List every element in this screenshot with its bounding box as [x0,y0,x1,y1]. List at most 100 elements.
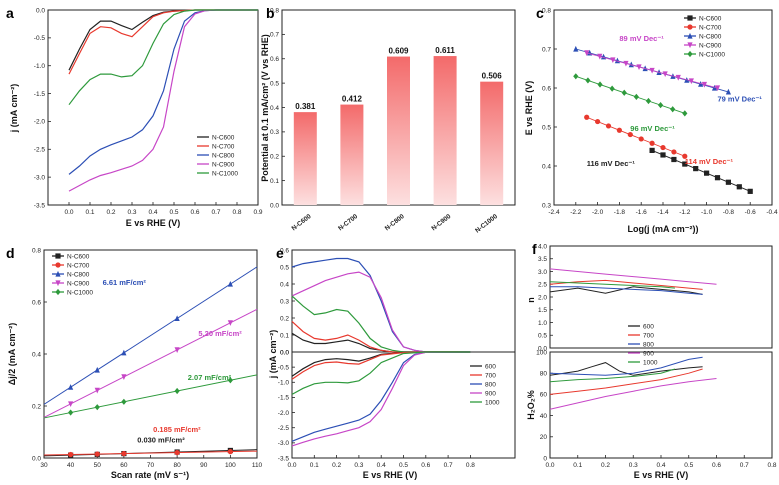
panel-a-y-tick-label: -2.0 [34,119,46,126]
panel-a-legend-label: N-C900 [212,161,235,168]
panel-a-x-tick-label: 0.6 [190,209,199,216]
panel-e-x-tick-label: 0.7 [444,462,453,469]
panel-c-y-tick-label: 0.8 [542,7,551,14]
panel-a-legend-label: N-C1000 [212,170,238,177]
panel-c-legend-marker [687,50,693,58]
panel-c-point-N-C1000 [621,89,627,96]
panel-f-bottom-series-700 [549,368,703,395]
panel-a-x-tick-label: 0.0 [64,209,73,216]
panel-d-legend-label: N-C1000 [67,289,93,296]
panel-f-x-tick-label: 0.7 [740,462,749,469]
panel-f-top-series-600 [549,286,703,295]
panel-c-x-tick-label: -1.2 [679,209,691,216]
panel-c-legend-marker [687,24,693,30]
panel-f-top-y-tick-label: 1.5 [538,307,547,314]
panel-c-point-N-C900 [597,53,603,60]
panel-e-bottom-y-tick-label: -0.5 [278,364,290,371]
panel-d-legend-marker [55,262,61,268]
panel-c-tafel-label: 96 mV Dec⁻¹ [630,124,675,133]
panel-f-top-series-700 [549,279,703,290]
panel-d-point-N-C700 [121,450,127,457]
panel-a-x-tick-label: 0.9 [253,209,262,216]
panel-d-x-tick-label: 80 [174,462,182,469]
panel-d-point-N-C700 [227,449,233,455]
panel-c-legend-label: N-C600 [699,15,722,22]
panel-e-top-y-tick-label: 0.4 [280,281,289,288]
panel-f-x-tick-label: 0.5 [684,462,693,469]
panel-e-bottom-y-tick-label: -2.0 [278,410,290,417]
panel-f-top-series-1000 [549,281,675,289]
panel-f-letter: f [532,241,537,257]
panel-c-point-N-C900 [675,74,681,81]
panel-e-bottom-frame [291,351,516,459]
panel-d-fit-N-C700 [43,450,258,456]
panel-d-point-N-C900 [68,401,74,408]
panel-e-x-tick-label: 0.3 [354,462,363,469]
panel-f-legend-label: 700 [643,332,654,339]
panel-c-point-N-C900 [610,57,616,64]
panel-c-x-tick-label: -2.4 [548,209,560,216]
panel-f-legend-label: 600 [643,323,654,330]
panel-d-point-N-C800 [68,384,74,390]
panel-e-x-tick-label: 0.1 [310,462,319,469]
panel-c-point-N-C600 [682,161,688,167]
panel-b-bar-value: 0.412 [342,95,363,104]
panel-c-legend-marker [687,32,693,39]
panel-b-category-label: N-C900 [430,213,452,233]
panel-f-bottom-y-tick-label: 0 [543,455,547,462]
panel-a-y-tick-label: -1.0 [34,63,46,70]
panel-f-x-tick-label: 0.0 [545,462,554,469]
panel-c-x-tick-label: -0.6 [745,209,757,216]
panel-c-xlabel: Log(j (mA cm⁻²)) [628,224,699,234]
panel-b-category-label: N-C1000 [474,213,499,235]
panel-a-series-N-C700 [68,9,258,75]
panel-e-ylabel: j (mA cm⁻²) [268,330,278,379]
panel-c-ylabel: E vs RHE (V) [524,81,534,136]
panel-f-xlabel: E vs RHE (V) [634,470,689,480]
panel-c-point-N-C600 [704,170,710,176]
panel-e-top-y-tick-label: 0.6 [280,247,289,254]
panel-d-y-tick-label: 0.2 [32,403,41,410]
panel-a-series-N-C1000 [68,9,258,106]
panel-d-point-N-C1000 [174,387,180,395]
panel-d-point-N-C900 [227,320,233,326]
panel-f-top-series-900 [549,268,717,285]
panel-b-bar-N-C700 [340,104,364,205]
panel-c-point-N-C1000 [682,110,688,117]
panel-d-point-N-C1000 [68,409,74,416]
panel-d-legend-label: N-C900 [67,280,90,287]
panel-e-bottom-y-tick-label: -3.5 [278,455,290,462]
panel-e-top-y-tick-label: 0.1 [280,332,289,339]
panel-b-y-tick-label: 0.0 [270,202,279,209]
panel-e-top-series-600 [291,332,471,353]
panel-c-tafel-label: 79 mV Dec⁻¹ [718,95,763,104]
panel-d-point-N-C800 [174,315,180,322]
panel-d-x-tick-label: 50 [94,462,102,469]
panel-a-x-tick-label: 0.3 [127,209,136,216]
panel-c-x-tick-label: -1.6 [636,209,648,216]
panel-c-x-tick-label: -2.2 [570,209,582,216]
panel-b-y-tick-label: 0.8 [270,7,279,14]
panel-c-point-N-C700 [595,118,601,125]
panel-d-legend-label: N-C600 [67,253,90,260]
panel-d-y-tick-label: 0.8 [32,247,41,254]
panel-d-point-N-C1000 [121,398,127,405]
panel-d-point-N-C700 [94,451,100,457]
panel-d-point-N-C900 [174,347,180,353]
panel-c-legend-label: N-C1000 [699,51,725,58]
panel-a-y-tick-label: -2.5 [34,147,46,154]
panel-f-top-y-tick-label: 1.0 [538,320,547,327]
panel-b-y-tick-label: 0.2 [270,154,279,161]
panel-d-fit-N-C1000 [43,374,258,419]
panel-a-series-N-C600 [68,9,258,71]
panel-b-y-tick-label: 0.6 [270,56,279,63]
panel-c-point-N-C1000 [585,77,591,84]
panel-c-point-N-C700 [616,127,623,133]
panel-c-point-N-C600 [671,156,677,163]
panel-f-top-y-tick-label: 3.0 [538,269,547,276]
panel-f-bottom-series-1000 [549,368,676,383]
panel-a-xlabel: E vs RHE (V) [126,218,181,228]
panel-b-y-tick-label: 0.3 [270,129,279,136]
panel-d-point-N-C1000 [227,377,233,384]
panel-c-x-tick-label: -1.0 [701,209,713,216]
